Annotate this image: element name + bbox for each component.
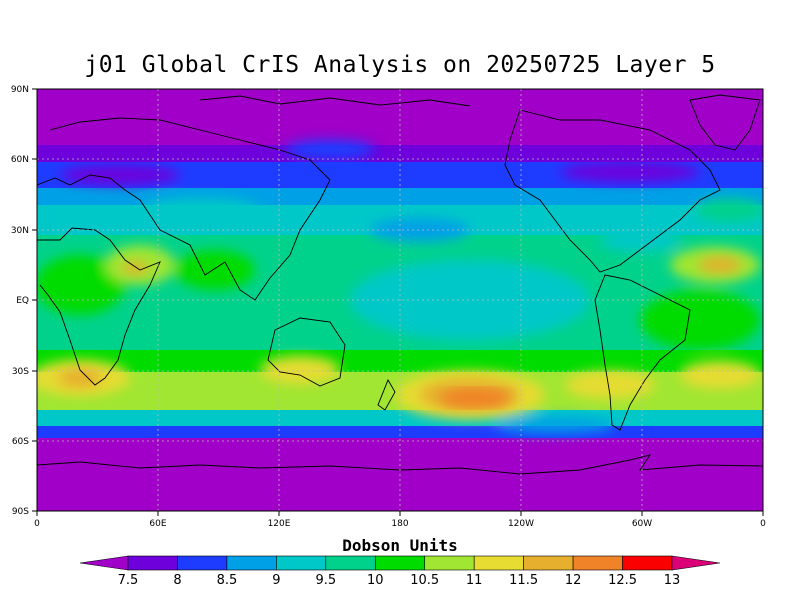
colorbar-label: 11.5 bbox=[509, 573, 538, 588]
colorbar-box bbox=[572, 555, 623, 571]
colorbar-label: 11 bbox=[466, 573, 483, 588]
colorbar-box bbox=[276, 555, 327, 571]
colorbar-label: 9.5 bbox=[315, 573, 336, 588]
tick-marks bbox=[32, 88, 764, 516]
colorbar-box bbox=[622, 555, 673, 571]
colorbar-box bbox=[177, 555, 228, 571]
lat-tick-label: 60N bbox=[11, 155, 29, 165]
lon-tick-label: 120W bbox=[508, 519, 534, 529]
lat-tick-label: 60S bbox=[12, 437, 29, 447]
colorbar-label: 9 bbox=[272, 573, 280, 588]
lon-tick-label: 120E bbox=[268, 519, 291, 529]
lon-labels: 0 60E 120E 180 120W 60W 0 bbox=[34, 519, 766, 529]
colorbar-box bbox=[523, 555, 574, 571]
colorbar-label: 8.5 bbox=[217, 573, 238, 588]
coastlines bbox=[37, 94, 763, 475]
south-america-coast bbox=[594, 274, 691, 431]
lat-tick-label: 90N bbox=[11, 85, 29, 95]
antarctica-coast bbox=[37, 454, 763, 475]
north-america-coast bbox=[504, 109, 721, 273]
lon-tick-label: 180 bbox=[391, 519, 408, 529]
colorbar-label: 12.5 bbox=[608, 573, 637, 588]
lon-tick-label: 60W bbox=[632, 519, 652, 529]
colorbar-box bbox=[325, 555, 376, 571]
lat-labels: 90N 60N 30N EQ 30S 60S 90S bbox=[11, 85, 29, 517]
colorbar-label: 10 bbox=[367, 573, 384, 588]
colorbar-arrow-high bbox=[671, 555, 721, 571]
lon-tick-label: 0 bbox=[760, 519, 766, 529]
colorbar-box bbox=[226, 555, 277, 571]
colorbar-box bbox=[424, 555, 475, 571]
colorbar-box bbox=[127, 555, 178, 571]
asia-coast bbox=[49, 117, 331, 301]
map-title: j01 Global CrIS Analysis on 20250725 Lay… bbox=[84, 52, 716, 78]
greenland-coast bbox=[689, 94, 761, 151]
colorbar-arrow-low bbox=[79, 555, 129, 571]
lat-tick-label: 30S bbox=[12, 367, 29, 377]
lon-tick-label: 0 bbox=[34, 519, 40, 529]
colorbar-label: 13 bbox=[664, 573, 681, 588]
colorbar: 7.5 8 8.5 9 9.5 10 10.5 11 11.5 12 12.5 13 bbox=[79, 555, 721, 588]
lat-tick-label: EQ bbox=[16, 296, 29, 306]
new-zealand-coast bbox=[377, 378, 396, 411]
band-south-high bbox=[37, 426, 763, 440]
colorbar-label: 12 bbox=[565, 573, 582, 588]
colorbar-label: 8 bbox=[173, 573, 181, 588]
australia-coast bbox=[267, 317, 346, 387]
lat-tick-label: 90S bbox=[12, 507, 29, 517]
lon-tick-label: 60E bbox=[149, 519, 166, 529]
africa-coast bbox=[37, 227, 161, 386]
colorbar-box bbox=[374, 555, 426, 571]
colorbar-title: Dobson Units bbox=[342, 536, 458, 555]
gridlines bbox=[37, 89, 763, 511]
band-south-sub bbox=[37, 350, 763, 375]
europe-coast bbox=[37, 174, 161, 231]
lat-tick-label: 30N bbox=[11, 226, 29, 236]
colorbar-label: 10.5 bbox=[410, 573, 439, 588]
colorbar-label: 7.5 bbox=[118, 573, 139, 588]
arctic-islands bbox=[199, 95, 471, 107]
colorbar-box bbox=[473, 555, 524, 571]
